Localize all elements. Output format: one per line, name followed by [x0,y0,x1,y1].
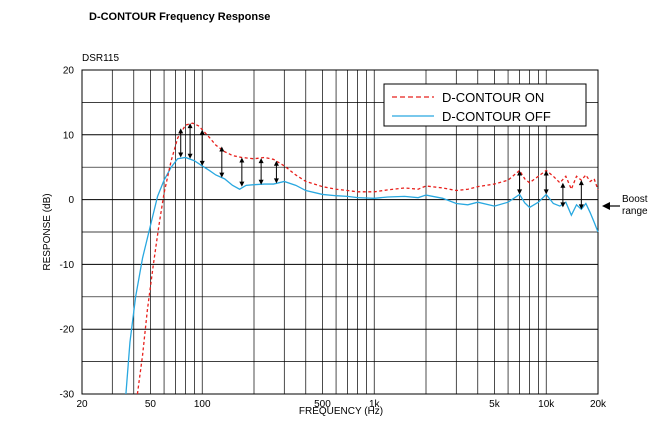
boost-arrow [178,128,184,158]
boost-label-line-2: range [622,206,648,217]
y-tick-label: 0 [68,195,74,206]
x-ticks: 20 50 100 500 1k 5k 10k 20k [76,399,607,410]
series-layer [125,122,599,395]
boost-arrowhead-up [578,180,584,186]
y-ticks: 20 10 0 -10 -20 -30 [60,66,75,401]
x-tick-label: 5k [489,399,501,410]
boost-arrowhead-down [178,152,184,158]
boost-arrow [258,158,264,185]
boost-arrowhead-down [239,181,245,187]
y-tick-label: 10 [63,130,75,141]
boost-arrowhead-up [219,146,225,152]
series-line-on [136,122,599,395]
boost-arrow [219,146,225,178]
y-axis-label: RESPONSE (dB) [42,193,53,270]
series-line-off [125,156,599,395]
boost-arrowhead-down [543,189,549,195]
x-tick-label: 100 [194,399,211,410]
y-tick-label: 20 [63,66,75,77]
boost-range-annotation: Boost range [602,194,648,217]
boost-label-line-1: Boost [622,194,648,205]
x-tick-label: 20k [590,399,607,410]
chart-title: D-CONTOUR Frequency Response [89,11,271,23]
y-tick-label: -30 [60,390,75,401]
x-tick-label: 10k [538,399,555,410]
boost-arrowhead-down [199,160,205,166]
x-tick-label: 20 [76,399,88,410]
boost-arrowhead-down [578,204,584,210]
boost-arrowhead-down [273,178,279,184]
x-tick-label: 500 [314,399,331,410]
boost-arrowhead-down [219,172,225,178]
x-axis-label: FREQUENCY (Hz) [299,406,383,417]
boost-arrowhead-down [258,179,264,185]
legend-label-off: D-CONTOUR OFF [442,109,551,124]
boost-arrowhead-down [187,153,193,159]
boost-arrowhead-up [543,170,549,176]
boost-arrowhead-up [199,129,205,135]
boost-pointer-arrowhead [602,202,610,210]
boost-arrowhead-up [178,128,184,134]
boost-arrowhead-up [560,182,566,188]
boost-arrow [560,182,566,208]
x-tick-label: 1k [369,399,381,410]
legend-box [383,83,587,127]
boost-arrow [273,160,279,184]
boost-arrows [178,123,584,210]
y-tick-label: -10 [60,260,75,271]
y-tick-label: -20 [60,325,75,336]
boost-arrowhead-up [517,170,523,176]
boost-arrow [239,157,245,187]
legend: D-CONTOUR ON D-CONTOUR OFF [383,83,587,127]
legend-label-on: D-CONTOUR ON [442,90,544,105]
model-label: DSR115 [82,53,119,64]
boost-arrow [578,180,584,210]
boost-arrowhead-up [239,157,245,163]
boost-arrow [517,170,523,195]
boost-arrow [543,170,549,195]
boost-arrowhead-up [273,160,279,166]
boost-arrow [187,123,193,159]
boost-arrow [199,129,205,166]
boost-arrowhead-up [258,158,264,164]
x-tick-label: 50 [145,399,157,410]
boost-arrowhead-down [517,189,523,195]
boost-arrowhead-up [187,123,193,129]
boost-arrowhead-down [560,202,566,208]
